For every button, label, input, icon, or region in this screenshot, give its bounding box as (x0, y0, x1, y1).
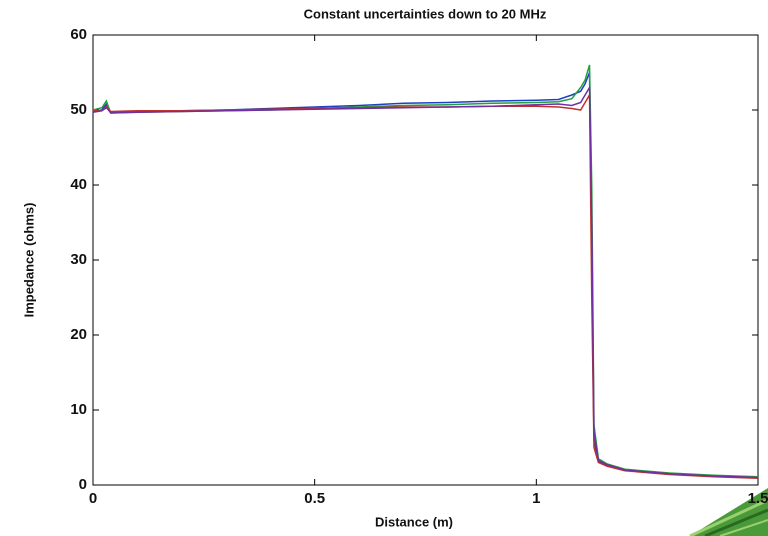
x-tick-label: 1 (532, 490, 540, 507)
chart-title: Constant uncertainties down to 20 MHz (304, 6, 547, 21)
y-axis-label: Impedance (ohms) (21, 203, 36, 318)
y-tick-label: 0 (79, 476, 87, 493)
x-tick-label: 0 (89, 490, 97, 507)
x-tick-label: 0.5 (304, 490, 325, 507)
y-tick-label: 50 (70, 101, 87, 118)
decoration (719, 519, 768, 536)
x-axis-label: Distance (m) (375, 514, 453, 529)
decoration (704, 508, 768, 536)
decoration (689, 498, 768, 536)
y-tick-label: 30 (70, 251, 87, 268)
data-line (92, 72, 759, 479)
data-line (93, 92, 759, 479)
y-tick-label: 40 (70, 176, 87, 193)
decoration (690, 488, 768, 536)
y-tick-label: 20 (70, 326, 87, 343)
y-tick-label: 60 (70, 26, 87, 43)
data-line (92, 64, 759, 478)
data-line (92, 84, 759, 479)
y-tick-label: 10 (70, 401, 87, 418)
x-tick-label: 1.5 (748, 490, 768, 507)
